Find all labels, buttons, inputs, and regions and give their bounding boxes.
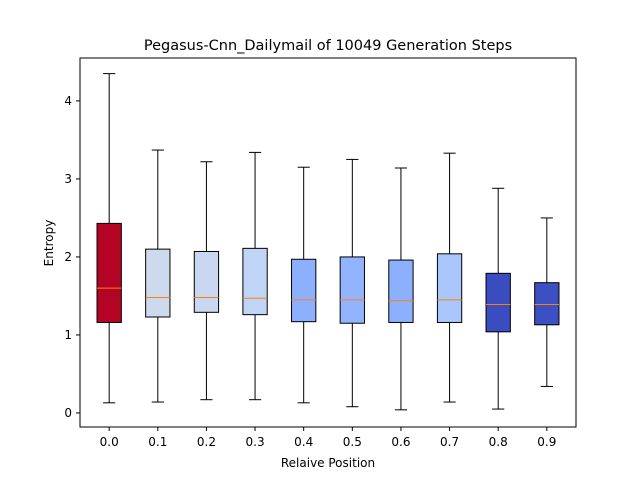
x-tick-label: 0.8 <box>489 435 508 449</box>
x-tick-label: 0.9 <box>537 435 556 449</box>
plot-frame <box>79 57 577 428</box>
chart-title: Pegasus-Cnn_Dailymail of 10049 Generatio… <box>144 38 512 54</box>
x-tick-label: 0.0 <box>100 435 119 449</box>
box-0.7 <box>436 253 463 323</box>
box-0.4 <box>291 258 317 323</box>
box-0.1 <box>145 248 171 318</box>
box-group-0.8 <box>485 187 511 410</box>
box-group-0.3 <box>242 151 268 401</box>
box-group-0.4 <box>291 166 317 404</box>
x-tick-label: 0.3 <box>246 435 265 449</box>
x-tick-label: 0.7 <box>440 435 459 449</box>
box-0.2 <box>193 250 220 313</box>
box-0.3 <box>242 247 268 316</box>
y-axis-label: Entropy <box>42 220 56 267</box>
box-group-0.5 <box>339 158 365 408</box>
box-0.0 <box>96 222 122 323</box>
box-0.8 <box>485 272 511 333</box>
plot-area <box>96 73 560 411</box>
x-tick-label: 0.2 <box>197 435 216 449</box>
y-tick-label: 1 <box>64 328 72 342</box>
box-group-0.1 <box>145 149 171 403</box>
box-0.5 <box>339 256 365 324</box>
axes: 0.0 0.1 0.2 0.3 0.4 0.5 0.6 0.7 0.8 0.9 0 1 2 3 4 <box>64 94 556 449</box>
y-tick-label: 2 <box>64 250 72 264</box>
box-group-0.2 <box>193 161 220 401</box>
box-0.6 <box>388 259 414 323</box>
x-tick-label: 0.6 <box>391 435 410 449</box>
box-group-0.9 <box>534 217 560 387</box>
x-axis-label: Relaive Position <box>281 456 375 470</box>
box-group-0.7 <box>436 152 463 403</box>
y-tick-label: 4 <box>64 94 72 108</box>
x-tick-label: 0.4 <box>294 435 313 449</box>
box-group-0.0 <box>96 73 122 404</box>
x-tick-label: 0.1 <box>148 435 167 449</box>
box-group-0.6 <box>388 167 414 411</box>
y-tick-label: 3 <box>64 172 72 186</box>
box-0.9 <box>534 282 560 326</box>
y-tick-label: 0 <box>64 406 72 420</box>
x-tick-label: 0.5 <box>343 435 362 449</box>
